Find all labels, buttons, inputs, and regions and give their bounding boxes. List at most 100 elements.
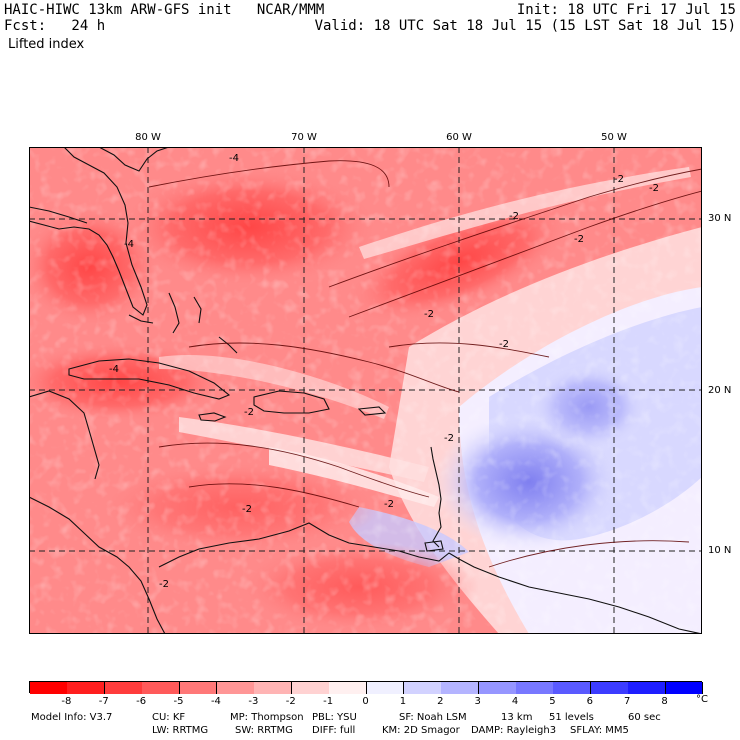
coast-us-north [98,147,170,172]
colorbar-tick-label: -6 [136,696,147,707]
coast-yucatan [29,390,100,480]
colorbar-swatch [628,682,667,694]
lat-label-30n: 30 N [708,213,732,224]
colorbar-tick-label: 7 [624,696,631,707]
lifted-index-map: -4 -2 -2 -2 -2 -2 -2 -2 -2 -4 -4 -2 -2 -… [29,147,702,634]
colorbar-swatch [366,682,405,694]
graticule [29,147,702,634]
model-info-item: SFLAY: MM5 [570,725,629,736]
contour-label: -4 [109,364,119,375]
coast-south-america [158,522,702,634]
contours [148,160,702,568]
contour-label: -2 [424,309,434,320]
colorbar-tick-label: -2 [285,696,296,707]
contour-label: -2 [649,183,659,194]
contour-label: -2 [509,211,519,222]
colorbar-swatch [516,682,554,694]
contour-label: -2 [574,234,584,245]
colorbar-tick-label: 8 [661,696,668,707]
colorbar-swatch [403,682,442,694]
contour-label: -2 [159,579,169,590]
model-info-item: CU: KF [152,712,186,723]
model-info-item: LW: RRTMG [152,725,209,736]
coast-bahamas-3 [218,336,238,354]
contour-ne-band [328,168,702,288]
contour-mid [188,342,460,393]
contour-atl [388,342,550,358]
forecast-hour: Fcst: 24 h [4,18,106,34]
colorbar-swatch [67,682,106,694]
valid-time: Valid: 18 UTC Sat 18 Jul 15 (15 LST Sat … [314,18,736,34]
colorbar-swatch [216,682,255,694]
coast-lesser-antilles [430,446,442,548]
colorbar-tick-label: -7 [98,696,109,707]
model-info-item: MP: Thompson [230,712,304,723]
coast-gulf-coast [29,206,88,224]
contour-ne-band-2 [348,190,702,318]
colorbar-tick-label: 3 [474,696,481,707]
product-title: HAIC-HIWC 13km ARW-GFS init NCAR/MMM [4,2,325,18]
lon-label-50w: 50 W [601,132,627,143]
model-info-item: 13 km [501,712,533,723]
colorbar-swatch [478,682,517,694]
colorbar-swatch [291,682,330,694]
lat-label-10n: 10 N [708,545,732,556]
coast-bahamas-1 [168,292,180,334]
colorbar-tick-label: -4 [210,696,221,707]
colorbar-tick-label: 6 [586,696,594,707]
coast-cuba [68,358,231,400]
contour-carib-2 [188,483,360,508]
model-info-item: 60 sec [628,712,661,723]
lon-label-60w: 60 W [446,132,472,143]
colorbar-tick-label: -8 [61,696,72,707]
init-time: Init: 18 UTC Fri 17 Jul 15 [516,2,736,18]
coast-bahamas-2 [193,296,202,324]
model-info-item: SF: Noah LSM [399,712,467,723]
map-frame [29,147,702,634]
coast-central-america [29,496,166,634]
colorbar-swatch [329,682,367,694]
model-info-item: DAMP: Rayleigh3 [471,725,557,736]
contour-labels: -4 -2 -2 -2 -2 -2 -2 -2 -2 -4 -4 -2 -2 -… [109,153,659,590]
coast-hispaniola [253,390,330,414]
coast-jamaica [198,412,227,422]
model-info-item: Model Info: V3.7 [31,712,113,723]
model-info-item: SW: RRTMG [235,725,293,736]
contour-label: -4 [124,239,134,250]
contour-label: -4 [229,153,239,164]
coast-florida-keys [128,314,154,324]
model-info-item: 51 levels [549,712,594,723]
contour-se [488,540,690,568]
colorbar-swatch [179,682,218,694]
coastlines [29,147,702,634]
coast-trinidad [424,540,444,552]
colorbar-unit: °C [696,694,708,705]
coast-us-east [29,147,148,316]
colorbar-swatch [590,682,629,694]
colorbar-swatch [441,682,480,694]
colorbar-swatch [553,682,592,694]
contour-label: -2 [242,504,252,515]
colorbar-tick-label: 5 [549,696,556,707]
colorbar-tick-label: 4 [511,696,519,707]
contour-label: -2 [444,433,454,444]
colorbar-tick-label: -1 [323,696,334,707]
contour-central [148,160,390,188]
colorbar-tick-label: 2 [437,696,444,707]
colorbar-tick-label: -3 [248,696,259,707]
colorbar-tick-label: 0 [362,696,369,707]
contour-label: -2 [384,499,394,510]
contour-label: -2 [244,407,254,418]
lat-label-20n: 20 N [708,385,732,396]
colorbar-swatch [254,682,293,694]
contour-label: -2 [499,339,509,350]
contour-carib-1 [158,442,430,498]
contour-label: -2 [614,174,624,185]
model-info-item: DIFF: full [312,725,356,736]
colorbar-tick-label: -5 [173,696,184,707]
model-info-item: PBL: YSU [312,712,357,723]
colorbar-tick-label: 1 [399,696,407,707]
field-name: Lifted index [8,37,85,52]
colorbar-swatch [104,682,143,694]
coast-puerto-rico [357,406,387,416]
